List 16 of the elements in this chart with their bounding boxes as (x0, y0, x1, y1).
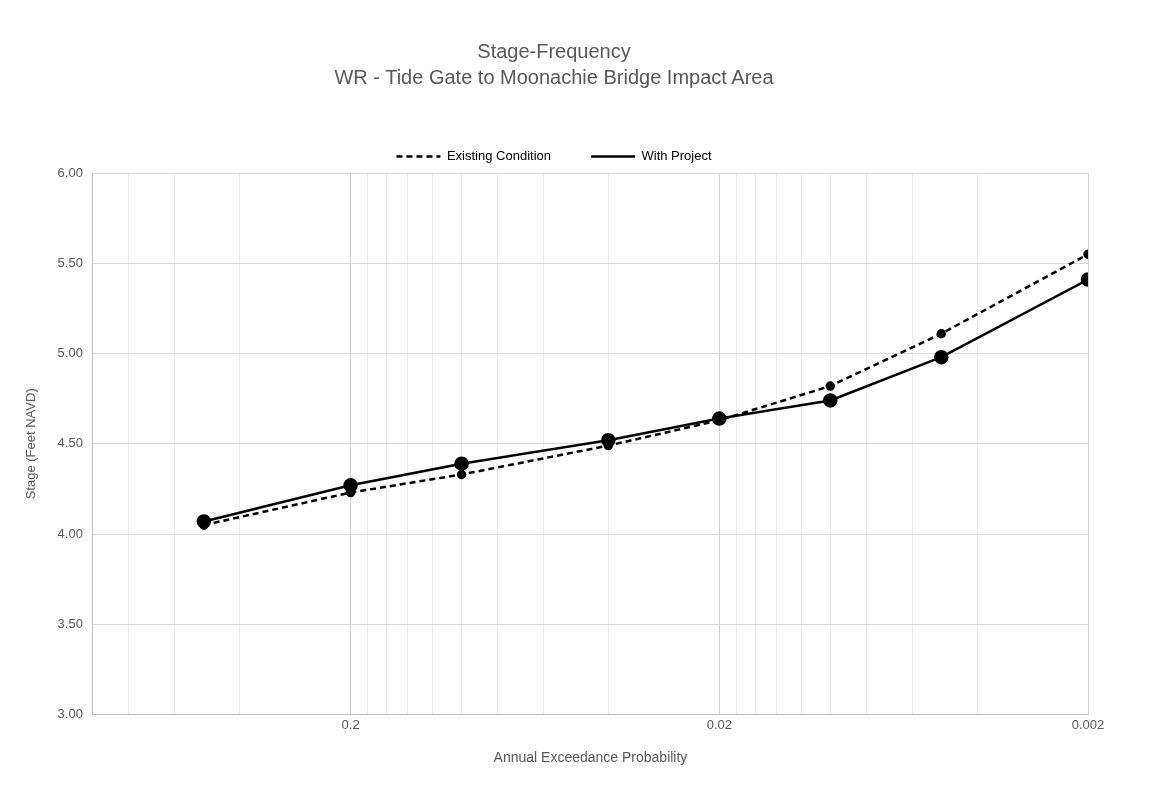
x-tick-label: 0.2 (341, 716, 360, 732)
y-tick-label: 4.50 (57, 435, 83, 451)
legend-label: Existing Condition (446, 148, 551, 164)
chart-subtitle: WR - Tide Gate to Moonachie Bridge Impact Area (334, 65, 775, 88)
x-axis-title: Annual Exceedance Probability (493, 749, 688, 766)
x-tick-label: 0.002 (1071, 716, 1105, 732)
y-tick-label: 3.50 (57, 615, 83, 631)
y-tick-label: 4.00 (57, 525, 83, 541)
y-tick-label: 6.00 (57, 164, 83, 180)
x-tick-label: 0.02 (706, 716, 732, 732)
y-tick-label: 5.50 (57, 254, 83, 270)
y-tick-label: 5.00 (57, 345, 83, 361)
legend-label: With Project (641, 148, 712, 164)
y-tick-label: 3.00 (57, 706, 83, 722)
chart-title: Stage-Frequency (477, 39, 631, 62)
y-axis-title: Stage (Feet NAVD) (23, 388, 39, 500)
